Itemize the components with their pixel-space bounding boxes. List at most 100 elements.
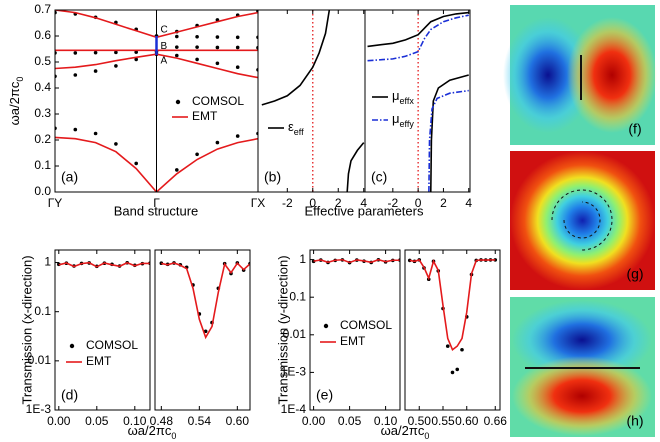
legend-label: COMSOL (86, 338, 138, 352)
curve (409, 258, 496, 352)
label: ωa/2πc0 (128, 423, 177, 441)
label-main: ωa/2πc (381, 423, 425, 438)
panel: 0.48 0.54 0.60 (150, 249, 251, 428)
dot (455, 367, 460, 372)
dot (445, 344, 450, 348)
dot (450, 370, 455, 375)
panel-label: (h) (626, 413, 643, 429)
point-label: B (161, 41, 168, 52)
point-label: A (161, 56, 168, 67)
y-tick-label: 0.7 (34, 2, 51, 16)
panel: 0.00 0.05 0.10 1 0.1 0.01 1E-3 (d) Transmission … (19, 249, 151, 428)
label-main: μ (392, 111, 400, 126)
x-tick-label: 0.60 (455, 414, 479, 428)
x-tick-label: 0.50 (408, 414, 432, 428)
y-tick-label: 0.01 (28, 353, 52, 367)
x-tick-label: 0.05 (85, 414, 109, 428)
dot (215, 45, 220, 50)
panel-label: (e) (316, 387, 333, 403)
legend-symbol (323, 323, 329, 329)
x-tick-label: 0.55 (431, 414, 455, 428)
x-axis-label: Band structure (114, 203, 199, 218)
y-tick-label: 0.2 (34, 132, 51, 146)
y-tick-label: 1 (299, 252, 306, 266)
field-maps (503, 5, 657, 437)
dot (114, 64, 118, 68)
label: μeffy (392, 111, 414, 129)
label-main: ε (288, 119, 294, 134)
field-arrows (551, 189, 613, 251)
label-sub: 0 (15, 77, 25, 82)
panel-label: (f) (628, 121, 641, 137)
x-tick-label: 0.48 (150, 414, 174, 428)
dot (175, 168, 179, 172)
x-tick-label: 2 (440, 196, 447, 210)
dot (203, 329, 208, 334)
label-main: ωa/2πc (7, 81, 22, 125)
legend (372, 96, 388, 121)
dot (73, 127, 78, 132)
x-tick-label: 0.00 (47, 414, 71, 428)
field-blob (512, 300, 652, 380)
panel: 0.50 0.55 0.60 0.66 (404, 249, 507, 428)
dot (215, 35, 220, 39)
y-axis-label: Transmission (x-direction) (19, 255, 34, 404)
dot (134, 161, 138, 166)
dot (195, 45, 199, 49)
dot (195, 34, 199, 39)
y-tick-label: 0.1 (34, 158, 51, 172)
legend-symbol (69, 343, 75, 349)
panel-label: (b) (264, 169, 281, 185)
field-blob (512, 356, 652, 436)
y-tick-label: 0.4 (34, 80, 51, 94)
y-tick-label: 0.3 (34, 106, 51, 120)
x-tick-label: ΓY (48, 196, 63, 210)
y-tick-label: 0.01 (283, 327, 307, 341)
y-tick-label: 1 (44, 255, 51, 269)
x-tick-label: 0.54 (188, 414, 212, 428)
x-tick-label: 4 (360, 196, 367, 210)
legend: COMSOL EMT (320, 318, 392, 348)
plot-area (407, 258, 498, 375)
legend: COMSOL EMT (66, 338, 138, 368)
panel: -2 0 2 4 (c) (364, 9, 472, 210)
label-main: ωa/2πc (128, 423, 172, 438)
field-blob (567, 17, 657, 133)
x-tick-label: 0.10 (374, 414, 398, 428)
legend-symbol (175, 99, 181, 105)
dot (73, 51, 78, 55)
x-tick-label: 0.60 (226, 414, 250, 428)
curve (55, 136, 258, 192)
legend-label: COMSOL (192, 94, 244, 108)
x-tick-label: 2 (335, 196, 342, 210)
dot (114, 50, 118, 55)
y-tick-label: 1E-3 (281, 365, 307, 379)
dot (215, 140, 220, 145)
dot (195, 152, 199, 157)
x-tick-label: -2 (282, 196, 293, 210)
dot (235, 65, 240, 69)
plot-area (159, 261, 250, 340)
y-tick-label: 1E-4 (281, 402, 307, 416)
dot (460, 347, 464, 352)
y-tick-label: 0.6 (34, 28, 51, 42)
y-tick-label: 0.1 (289, 289, 306, 303)
panel: 0.00 0.05 0.10 1 0.1 0.01 1E-3 1E-4 (e) Transmiss… (275, 249, 401, 428)
curve (367, 14, 469, 192)
label-sub: 0 (171, 431, 176, 441)
dot (175, 53, 179, 58)
axes-frame (154, 249, 251, 411)
label: ωa/2πc0 (381, 423, 430, 441)
dot (175, 34, 179, 39)
x-axis-label: Effective parameters (305, 203, 424, 218)
panel: ΓY Γ ΓX 0.0 0.1 0.2 0.3 0.4 0.5 0.6 0.7 ABC (a) Band … (34, 2, 265, 218)
x-tick-label: 0.00 (302, 414, 326, 428)
legend-label: COMSOL (340, 318, 392, 332)
y-axis-label: Transmission (y-direction) (275, 255, 290, 404)
field-g (510, 151, 655, 290)
dot (93, 131, 98, 136)
axes-frame (404, 249, 501, 411)
dot (93, 69, 98, 73)
dot (235, 35, 240, 40)
